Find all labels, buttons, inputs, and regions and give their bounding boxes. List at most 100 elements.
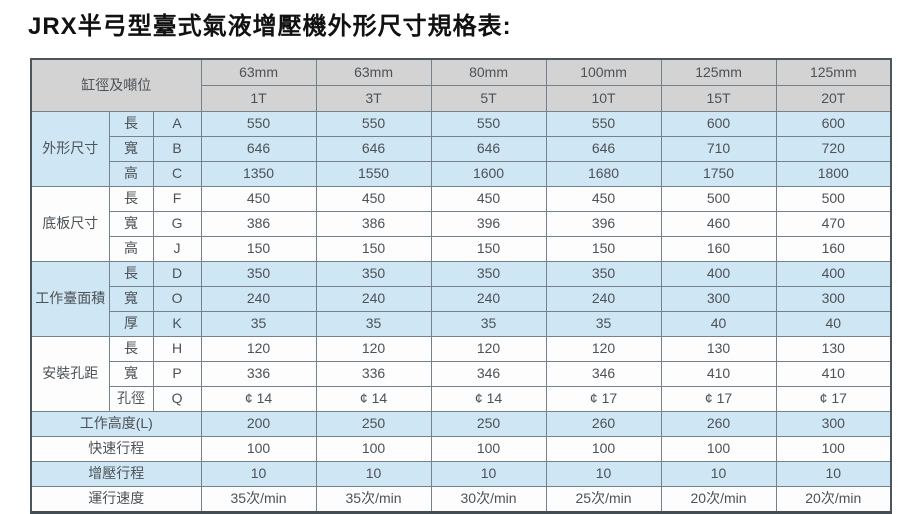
cell-value: 410	[775, 361, 892, 387]
table-row: 高 J 150 150 150 150 160 160	[31, 236, 892, 262]
cell-value: 120	[430, 336, 547, 362]
cell-value: 336	[315, 361, 432, 387]
cell-value: 336	[200, 361, 317, 387]
cell-value: ¢ 17	[775, 386, 892, 412]
cell-value: 35	[545, 311, 662, 337]
cell-value: 120	[545, 336, 662, 362]
header-row-diameter: 缸徑及噸位 63mm 63mm 80mm 100mm 125mm 125mm	[30, 58, 892, 112]
dimension-label: 長	[108, 261, 154, 287]
cell-value: 240	[430, 286, 547, 312]
cell-value: 386	[315, 211, 432, 237]
cell-value: 1600	[430, 161, 547, 187]
cell-value: 500	[660, 186, 777, 212]
group-label: 工作臺面積	[30, 261, 110, 337]
dimension-label: 厚	[108, 311, 154, 337]
cell-value: 240	[545, 286, 662, 312]
table-row: 厚 K 35 35 35 35 40 40	[31, 311, 892, 337]
cell-value: 350	[200, 261, 317, 287]
cell-value: 100	[660, 436, 777, 462]
cell-value: 646	[315, 136, 432, 162]
cell-value: 460	[660, 211, 777, 237]
cell-value: 400	[775, 261, 892, 287]
cell-value: 10	[775, 461, 892, 487]
cell-value: 35	[315, 311, 432, 337]
cell-value: 120	[315, 336, 432, 362]
col-header-tonnage-5: 20T	[775, 85, 892, 112]
cell-value: 100	[775, 436, 892, 462]
cell-value: 500	[775, 186, 892, 212]
cell-value: 20次/min	[775, 486, 892, 513]
code-label: D	[152, 261, 202, 287]
cell-value: 470	[775, 211, 892, 237]
dimension-label: 高	[108, 161, 154, 187]
cell-value: 600	[775, 111, 892, 137]
cell-value: ¢ 14	[430, 386, 547, 412]
dimension-label: 孔徑	[108, 386, 154, 412]
cell-value: 410	[660, 361, 777, 387]
col-header-diameter-0: 63mm	[200, 58, 317, 86]
cell-value: 450	[315, 186, 432, 212]
col-header-tonnage-3: 10T	[545, 85, 662, 112]
code-label: P	[152, 361, 202, 387]
dimension-label: 長	[108, 186, 154, 212]
cell-value: 10	[660, 461, 777, 487]
cell-value: 240	[315, 286, 432, 312]
cell-value: ¢ 14	[200, 386, 317, 412]
cell-value: 40	[775, 311, 892, 337]
cell-value: 646	[545, 136, 662, 162]
col-header-diameter-5: 125mm	[775, 58, 892, 86]
cell-value: 10	[430, 461, 547, 487]
cell-value: 130	[660, 336, 777, 362]
table-body: 外形尺寸長 A 550 550 550 550 600 600 寬 B 646 646 646 646 71…	[30, 111, 892, 513]
table-row: 高 C 1350 1550 1600 1680 1750 1800	[31, 161, 892, 187]
cell-value: 550	[315, 111, 432, 137]
cell-value: 1750	[660, 161, 777, 187]
cell-value: 250	[315, 411, 432, 437]
code-label: C	[152, 161, 202, 187]
cell-value: 150	[545, 236, 662, 262]
table-row: 寬 O 240 240 240 240 300 300	[31, 286, 892, 312]
cell-value: 250	[430, 411, 547, 437]
group-label: 安裝孔距	[30, 336, 110, 412]
cell-value: 400	[660, 261, 777, 287]
cell-value: 550	[200, 111, 317, 137]
col-header-tonnage-0: 1T	[200, 85, 317, 112]
cell-value: 300	[775, 286, 892, 312]
cell-value: 386	[200, 211, 317, 237]
cell-value: 20次/min	[660, 486, 777, 513]
footer-row-label: 增壓行程	[30, 461, 202, 487]
code-label: H	[152, 336, 202, 362]
cell-value: 130	[775, 336, 892, 362]
cell-value: 1800	[775, 161, 892, 187]
dimension-label: 寬	[108, 136, 154, 162]
code-label: Q	[152, 386, 202, 412]
cell-value: 346	[545, 361, 662, 387]
code-label: A	[152, 111, 202, 137]
footer-row-label: 快速行程	[30, 436, 202, 462]
cell-value: 300	[775, 411, 892, 437]
cell-value: 40	[660, 311, 777, 337]
dimension-label: 長	[108, 111, 154, 137]
col-header-tonnage-4: 15T	[660, 85, 777, 112]
table-row: 增壓行程 10 10 10 10 10 10	[30, 461, 892, 487]
dimension-label: 寬	[108, 286, 154, 312]
cell-value: 10	[545, 461, 662, 487]
cell-value: 450	[200, 186, 317, 212]
cell-value: 25次/min	[545, 486, 662, 513]
cell-value: 710	[660, 136, 777, 162]
cell-value: 100	[315, 436, 432, 462]
cell-value: 160	[775, 236, 892, 262]
col-header-diameter-2: 80mm	[430, 58, 547, 86]
dimension-label: 高	[108, 236, 154, 262]
cell-value: 260	[545, 411, 662, 437]
cell-value: 450	[545, 186, 662, 212]
cell-value: 35次/min	[200, 486, 317, 513]
col-header-tonnage-1: 3T	[315, 85, 432, 112]
cell-value: 1680	[545, 161, 662, 187]
code-label: K	[152, 311, 202, 337]
code-label: F	[152, 186, 202, 212]
table-row: 外形尺寸長 A 550 550 550 550 600 600	[30, 111, 892, 187]
table-row: 安裝孔距長 H 120 120 120 120 130 130	[30, 336, 892, 412]
col-header-diameter-1: 63mm	[315, 58, 432, 86]
footer-row-label: 運行速度	[30, 486, 202, 513]
